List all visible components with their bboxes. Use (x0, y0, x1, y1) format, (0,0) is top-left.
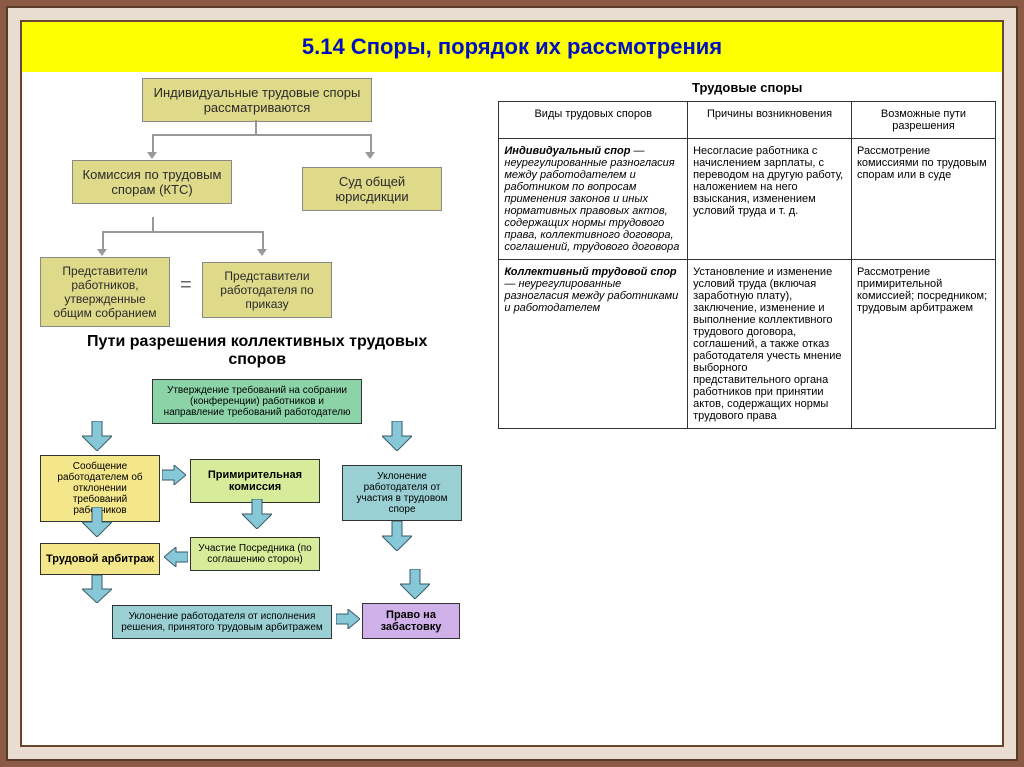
equals-sign: = (180, 274, 192, 297)
row1-resolve: Рассмотрение примирительной комиссией; п… (851, 260, 995, 429)
d1-root: Индивидуальные трудовые споры рассматрив… (142, 78, 372, 122)
th-cause: Причины возникновения (688, 102, 852, 139)
row0-type-title: Индивидуальный спор (504, 145, 630, 157)
d1-workers: Представители работников, утвержденные о… (40, 257, 170, 327)
arrow-icon (242, 499, 272, 529)
th-type: Виды трудовых споров (499, 102, 688, 139)
table-title: Трудовые споры (498, 76, 996, 101)
row0-type-body: — неурегулированные разногласия между ра… (504, 145, 679, 253)
diagram-collective-disputes: Утверждение требований на собрании (конф… (22, 373, 492, 703)
row1-cause: Установление и изменение условий труда (… (688, 260, 852, 429)
table-row: Коллективный трудовой спор — неурегулиро… (499, 260, 996, 429)
diagram2-title: Пути разрешения коллективных трудовых сп… (22, 327, 492, 373)
d2-evade2: Уклонение работодателя от исполнения реш… (112, 605, 332, 639)
row1-type-title: Коллективный трудовой спор (504, 266, 676, 278)
arrow-icon (382, 521, 412, 551)
d2-arbitration: Трудовой арбитраж (40, 543, 160, 575)
arrow-icon (164, 547, 188, 567)
d2-evade1: Уклонение работодателя от участия в труд… (342, 465, 462, 521)
disputes-table: Виды трудовых споров Причины возникновен… (498, 101, 996, 429)
th-resolve: Возможные пути разрешения (851, 102, 995, 139)
arrow-icon (400, 569, 430, 599)
d1-court: Суд общей юрисдикции (302, 167, 442, 211)
table-row: Индивидуальный спор — неурегулированные … (499, 139, 996, 260)
row0-resolve: Рассмотрение комиссиями по трудовым спор… (851, 139, 995, 260)
d2-strike: Право на забастовку (362, 603, 460, 639)
d2-mediator: Участие Посредника (по соглашению сторон… (190, 537, 320, 571)
row0-cause: Несогласие работника с начислением зарпл… (688, 139, 852, 260)
row1-type-body: — неурегулированные разногласия между ра… (504, 278, 678, 314)
d2-conciliation: Примирительная комиссия (190, 459, 320, 503)
arrow-icon (382, 421, 412, 451)
arrow-icon (336, 609, 360, 629)
d2-approve: Утверждение требований на собрании (конф… (152, 379, 362, 424)
arrow-icon (162, 465, 186, 485)
d1-kts: Комиссия по трудовым спорам (КТС) (72, 160, 232, 204)
arrow-icon (82, 507, 112, 537)
d1-employer: Представители работодателя по приказу (202, 262, 332, 318)
diagram-individual-disputes: Индивидуальные трудовые споры рассматрив… (22, 72, 492, 327)
arrow-icon (82, 421, 112, 451)
page-title: 5.14 Споры, порядок их рассмотрения (22, 22, 1002, 72)
arrow-icon (82, 575, 112, 603)
